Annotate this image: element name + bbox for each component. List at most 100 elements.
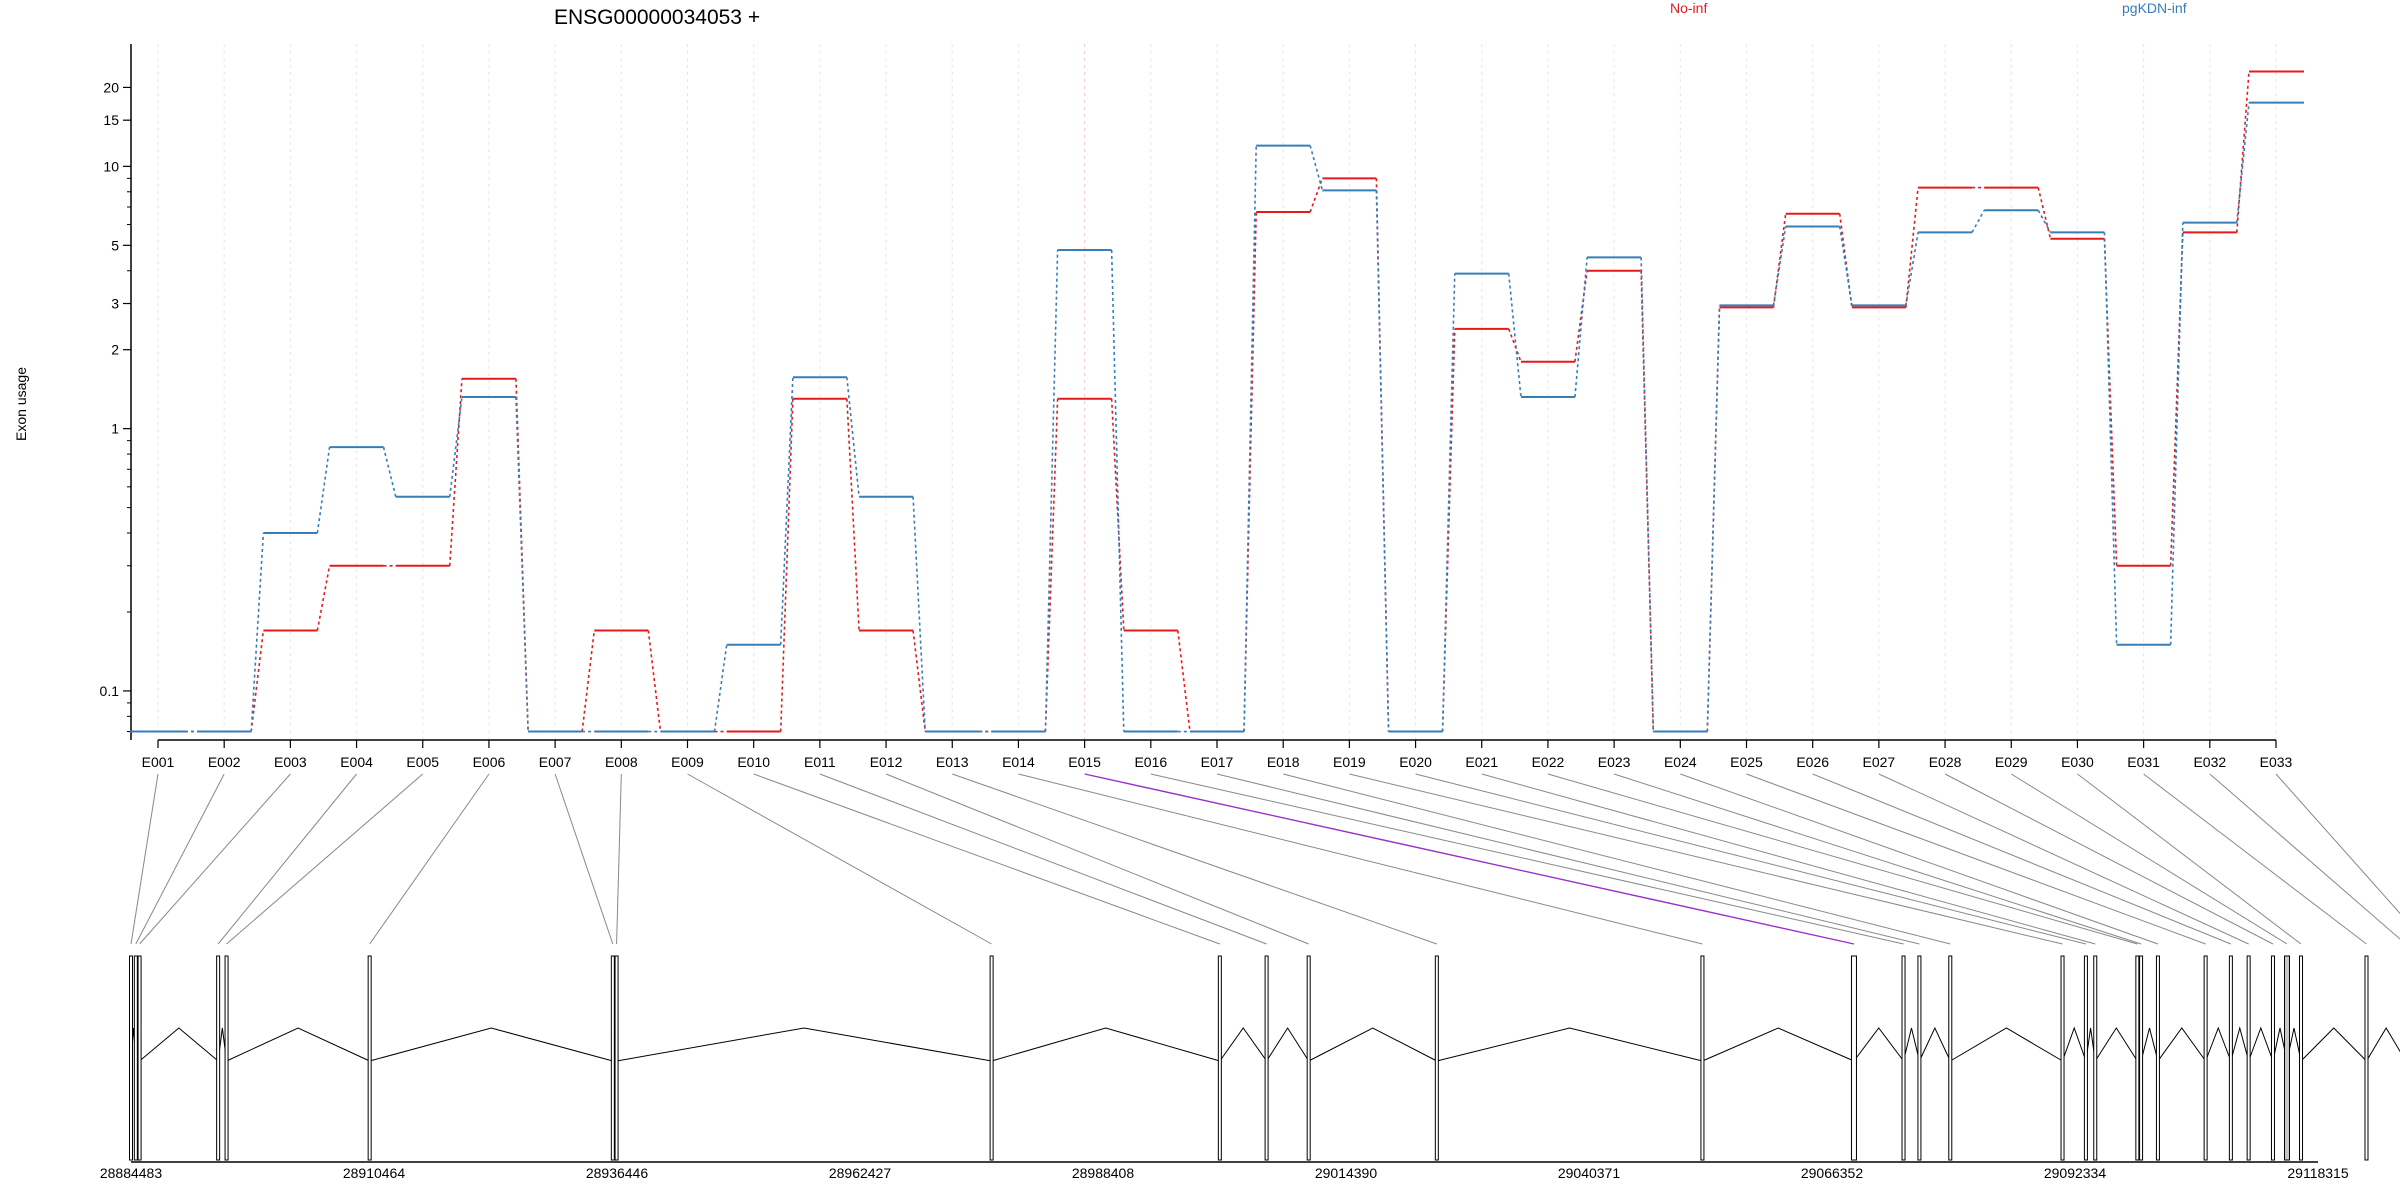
transition-line	[448, 378, 463, 566]
intron-line	[1853, 1027, 1904, 1062]
transition-line	[1309, 145, 1324, 191]
transition-line	[1574, 270, 1588, 362]
exon-connector	[687, 773, 992, 945]
exon-connector	[1812, 773, 2232, 945]
transition-line	[1110, 249, 1125, 732]
exon-connector	[753, 773, 1221, 945]
genomic-tick-label: 29118315	[2287, 1165, 2348, 1181]
exon-box	[1217, 955, 1222, 1161]
exon-connector	[2143, 773, 2367, 945]
transition-line	[1177, 630, 1191, 732]
x-tick-label: E008	[605, 754, 638, 770]
transition-line	[1640, 270, 1655, 732]
connector-layer	[130, 773, 2400, 945]
exon-connector	[1349, 773, 2063, 945]
intron-line	[2366, 1027, 2400, 1062]
exon-box	[129, 955, 133, 1161]
exon-box	[224, 955, 229, 1161]
exon-connector	[2077, 773, 2302, 945]
exon-connector	[1613, 773, 2142, 945]
genomic-tick-label: 29092334	[2044, 1165, 2107, 1181]
x-tick-label: E002	[208, 754, 241, 770]
x-tick-label: E025	[1730, 754, 1763, 770]
x-tick-label: E018	[1267, 754, 1300, 770]
exon-connector	[1878, 773, 2249, 945]
exon-connector	[1680, 773, 2159, 945]
intron-line	[1918, 1026, 1951, 1062]
intron-line	[1308, 1027, 1438, 1062]
genomic-tick-label: 28962427	[829, 1165, 892, 1181]
x-tick-label: E006	[473, 754, 506, 770]
exon-box	[367, 955, 372, 1161]
exon-box	[2283, 955, 2290, 1161]
transition-line	[1044, 249, 1059, 732]
exon-box	[989, 955, 994, 1161]
genomic-tick-label: 28936446	[586, 1165, 649, 1181]
exon-connector	[885, 773, 1309, 945]
intron-line	[2230, 1026, 2250, 1062]
genomic-tick-label: 28884483	[100, 1165, 163, 1181]
genomic-tick-label: 29066352	[1801, 1165, 1864, 1181]
x-tick-label: E017	[1201, 754, 1234, 770]
y-tick-label: 0.1	[100, 683, 120, 699]
exon-connector	[1150, 773, 1904, 945]
genomic-tick-label: 28910464	[343, 1165, 406, 1181]
transition-line	[1706, 305, 1721, 732]
transition-line	[846, 377, 860, 497]
exon-box	[2246, 955, 2251, 1161]
exon-connector	[139, 773, 291, 945]
exon-box	[2060, 955, 2065, 1161]
transition-line	[448, 396, 463, 497]
exon-box	[1948, 955, 1953, 1161]
y-tick-label: 5	[111, 237, 119, 253]
transition-line	[1905, 232, 1919, 306]
intron-line	[616, 1027, 992, 1062]
exon-connector	[1944, 773, 2274, 945]
y-axis-label: Exon usage	[13, 367, 29, 441]
intron-line	[2062, 1026, 2087, 1062]
x-tick-label: E020	[1399, 754, 1432, 770]
exon-connector	[2209, 773, 2400, 940]
exon-connector	[1216, 773, 1920, 945]
exon-connector	[616, 773, 622, 945]
intron-line	[991, 1027, 1220, 1062]
transition-line	[2037, 209, 2052, 233]
y-tick-label: 2	[111, 342, 119, 358]
y-tick-label: 15	[103, 112, 119, 128]
exon-connector	[1415, 773, 2087, 945]
transition-line	[2103, 232, 2118, 645]
x-tick-label: E001	[142, 754, 175, 770]
transition-line	[2037, 187, 2052, 239]
exon-box	[216, 955, 221, 1161]
y-tick-label: 10	[103, 158, 119, 174]
exon-box	[1700, 955, 1705, 1161]
intron-line	[1702, 1027, 1855, 1062]
y-tick-label: 3	[111, 296, 119, 312]
transition-line	[1772, 213, 1787, 308]
x-tick-label: E010	[737, 754, 770, 770]
transition-line	[713, 644, 728, 732]
exon-box	[1434, 955, 1439, 1161]
intron-line	[2205, 1026, 2232, 1062]
intron-line	[1219, 1027, 1268, 1062]
x-tick-label: E012	[870, 754, 903, 770]
exon-box	[2135, 955, 2140, 1161]
gene-model: 28884483 28910464 28936446 28962427 28988408…	[100, 955, 2400, 1181]
exon-box	[1917, 955, 1922, 1161]
transition-line	[1375, 190, 1390, 732]
exon-box	[133, 955, 138, 1161]
transition-line	[515, 396, 529, 732]
exon-box	[2139, 955, 2144, 1161]
intron-line	[2094, 1027, 2138, 1062]
transition-line	[316, 447, 331, 534]
intron-line	[1950, 1027, 2063, 1062]
exon-box	[614, 955, 619, 1161]
exon-connector	[1018, 773, 1703, 945]
x-tick-label: E029	[1995, 754, 2028, 770]
transition-line	[647, 630, 662, 732]
x-tick-label: E033	[2260, 754, 2293, 770]
exon-box	[2093, 955, 2098, 1161]
intron-line	[226, 1027, 370, 1062]
transition-line	[2169, 222, 2184, 645]
transition-line	[316, 565, 331, 631]
